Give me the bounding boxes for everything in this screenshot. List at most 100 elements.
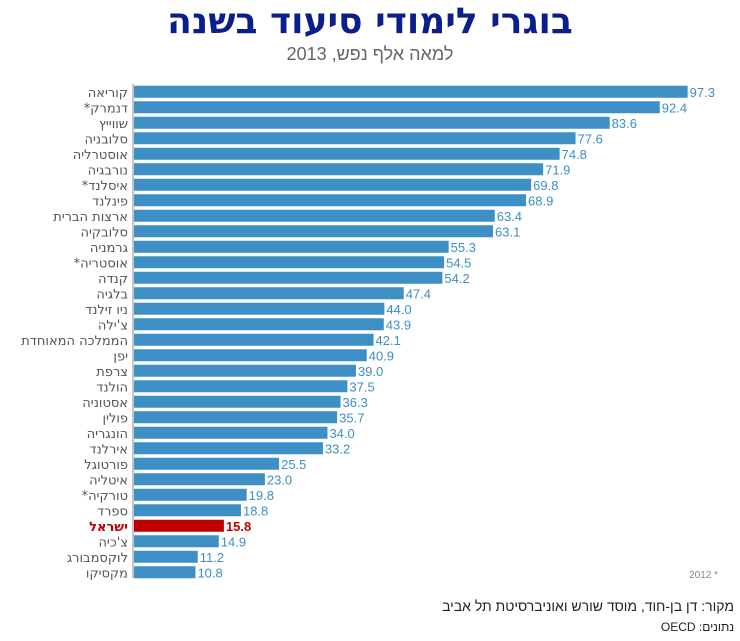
bar — [134, 318, 384, 331]
bar — [134, 271, 443, 284]
value-label: 18.8 — [243, 503, 268, 518]
category-label: איסלנד* — [82, 179, 128, 194]
category-label: נורבגיה — [88, 163, 128, 178]
bar — [134, 116, 610, 129]
value-label: 54.2 — [444, 271, 469, 286]
value-label: 15.8 — [226, 519, 251, 534]
category-label: פינלנד — [92, 194, 128, 209]
category-label: ספרד — [97, 504, 128, 519]
bar-highlight — [134, 519, 224, 532]
bar — [134, 411, 338, 424]
value-label: 14.9 — [221, 534, 246, 549]
bar — [134, 85, 688, 98]
value-label: 54.5 — [446, 255, 471, 270]
bar — [134, 426, 328, 439]
category-label: צ'כיה — [98, 535, 128, 550]
category-label: גרמניה — [90, 241, 128, 256]
value-label: 34.0 — [329, 426, 354, 441]
bar — [134, 488, 247, 501]
category-label: דנמרק* — [84, 101, 128, 116]
category-label: יפן — [113, 349, 128, 364]
value-label: 47.4 — [406, 286, 431, 301]
value-label: 68.9 — [528, 193, 553, 208]
chart-rows: קוריאה 97.3 דנמרק* 92.4 שווייץ 83.6 סלובניה 77.… — [21, 85, 715, 582]
category-label: סלובקיה — [80, 225, 128, 240]
bar — [134, 209, 495, 222]
value-label: 97.3 — [690, 85, 715, 100]
value-label: 71.9 — [545, 162, 570, 177]
bar — [134, 380, 348, 393]
category-label: הממלכה המאוחדת — [21, 334, 128, 349]
category-label: ישראל — [89, 520, 128, 535]
category-label: פורטוגל — [84, 458, 128, 473]
category-label: הונגריה — [87, 427, 128, 442]
category-label: צרפת — [96, 365, 128, 380]
chart-subtitle: למאה אלף נפש, 2013 — [286, 44, 454, 64]
value-label: 63.4 — [497, 209, 522, 224]
value-label: 77.6 — [578, 131, 603, 146]
category-label: אוסטרליה — [73, 148, 128, 163]
bar — [134, 364, 356, 377]
value-label: 11.2 — [200, 550, 224, 565]
category-label: פולין — [103, 411, 129, 426]
bar — [134, 194, 527, 207]
category-label: שווייץ — [99, 117, 128, 132]
data-source-line: נתונים: OECD — [660, 620, 734, 634]
bar — [134, 302, 385, 315]
bar — [134, 535, 219, 548]
bar — [134, 132, 576, 145]
category-label: טורקיה* — [82, 489, 128, 504]
bar — [134, 395, 341, 408]
category-label: מקסיקו — [86, 566, 128, 581]
value-label: 63.1 — [495, 224, 520, 239]
bar — [134, 349, 367, 362]
bar — [134, 163, 544, 176]
bar — [134, 504, 241, 517]
bar — [134, 240, 449, 253]
bar — [134, 101, 660, 114]
value-label: 92.4 — [662, 100, 687, 115]
bar — [134, 256, 445, 269]
bar — [134, 550, 198, 563]
chart-title: בוגרי לימודי סיעוד בשנה — [167, 1, 573, 42]
value-label: 43.9 — [386, 317, 411, 332]
category-label: הולנד — [96, 380, 128, 395]
bar — [134, 225, 494, 238]
bar — [134, 566, 196, 579]
category-label: בלגיה — [96, 287, 128, 302]
value-label: 25.5 — [281, 457, 306, 472]
bar — [134, 147, 560, 160]
bar — [134, 442, 323, 455]
value-label: 40.9 — [369, 348, 394, 363]
value-label: 37.5 — [349, 379, 374, 394]
value-label: 23.0 — [267, 472, 292, 487]
value-label: 69.8 — [533, 178, 558, 193]
value-label: 19.8 — [249, 488, 274, 503]
value-label: 44.0 — [386, 302, 411, 317]
bar — [134, 473, 265, 486]
value-label: 39.0 — [358, 364, 383, 379]
category-label: לוקסמבורג — [67, 551, 128, 566]
category-label: קוריאה — [88, 86, 128, 101]
value-label: 33.2 — [325, 441, 350, 456]
category-label: אירלנד — [89, 442, 128, 457]
bar — [134, 333, 374, 346]
footnote: 2012 * — [689, 570, 718, 581]
value-label: 74.8 — [562, 147, 587, 162]
source-line: מקור: דן בן-חוד, מוסד שורש ואוניברסיטת ת… — [442, 598, 734, 614]
value-label: 35.7 — [339, 410, 364, 425]
category-label: אסטוניה — [82, 396, 128, 411]
category-label: ארצות הברית — [53, 210, 128, 225]
category-label: צ'ילה — [98, 318, 128, 333]
bar — [134, 178, 532, 191]
bar — [134, 457, 280, 470]
category-label: איטליה — [89, 473, 128, 488]
value-label: 83.6 — [612, 116, 637, 131]
value-label: 36.3 — [343, 395, 368, 410]
category-label: סלובניה — [85, 132, 129, 147]
category-label: קנדה — [98, 272, 128, 287]
category-label: אוסטריה* — [74, 256, 128, 271]
value-label: 55.3 — [451, 240, 476, 255]
value-label: 42.1 — [376, 333, 401, 348]
